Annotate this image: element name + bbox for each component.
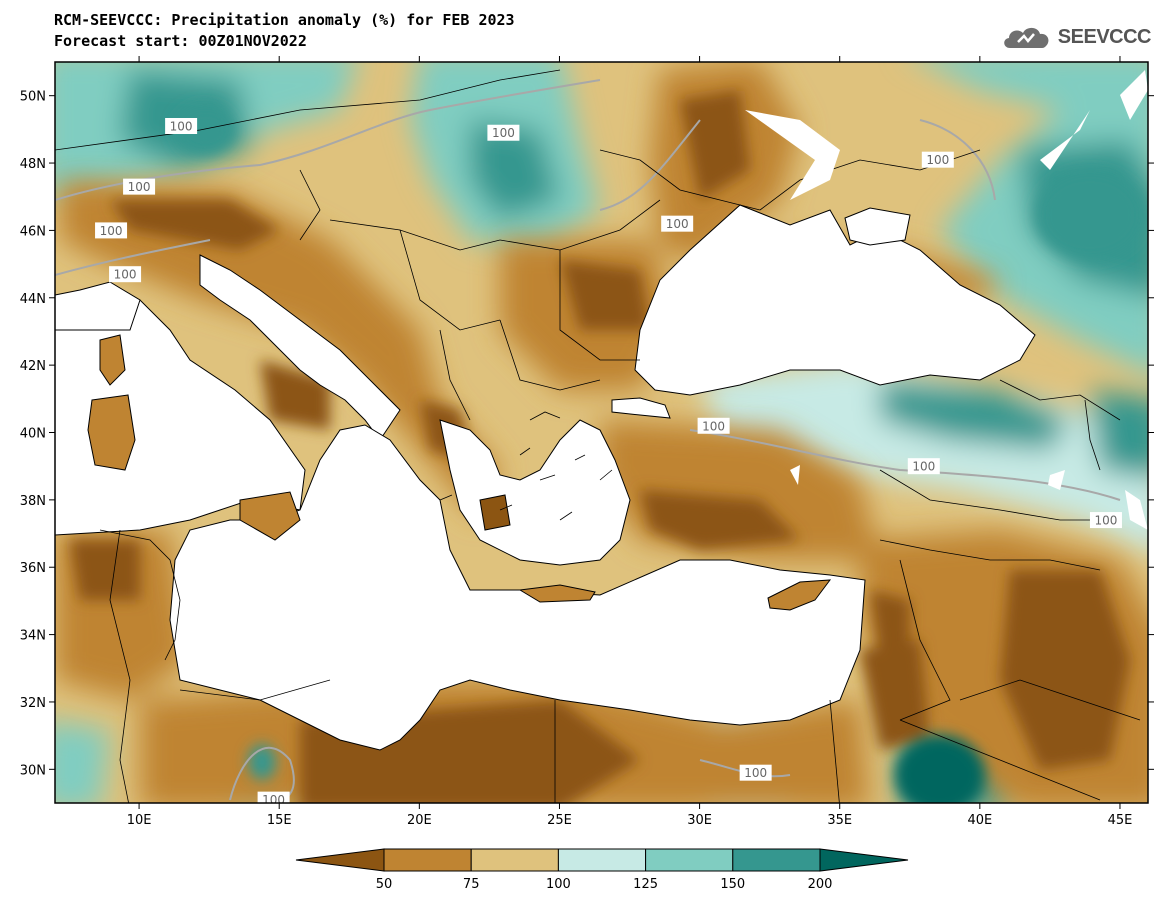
contour-label: 100 (702, 419, 725, 433)
x-tick-label: 35E (827, 813, 852, 828)
colorbar-label: 125 (633, 877, 658, 892)
contour-label-bg (487, 124, 520, 141)
black-sea (634, 204, 1036, 396)
colorbar-min-arrow (295, 848, 385, 872)
colorbar-swatch (732, 848, 821, 872)
contour-label: 100 (100, 224, 123, 238)
sicily (239, 491, 301, 541)
anomaly-field: 100 100 100 100 100 100 100 100 100 100 100 100 (55, 62, 1148, 807)
contour-label-bg (257, 791, 290, 803)
contour-label: 100 (912, 460, 935, 474)
axis-ticks: 10E 15E 20E 25E 30E 35E 40E 45E 50N 48N 46N 44N 42N 4… (20, 56, 1154, 828)
y-tick-label: 42N (20, 359, 46, 374)
contour-label-bg (661, 215, 694, 232)
contour-label: 100 (170, 119, 193, 133)
strong-wet-anomaly-areas (175, 105, 1145, 803)
x-tick-label: 20E (407, 813, 432, 828)
corsica (99, 334, 126, 386)
logo-text: SEEVCCC (1057, 25, 1152, 48)
x-tick-label: 15E (267, 813, 292, 828)
y-tick-label: 34N (20, 629, 46, 644)
sea-of-azov (844, 207, 911, 246)
contour-label: 100 (262, 793, 285, 807)
x-tick-label: 25E (547, 813, 572, 828)
y-tick-label: 30N (20, 763, 46, 778)
coast-details (99, 411, 613, 661)
ligurian-sea (55, 281, 141, 331)
seevccc-logo: SEEVCCC (1000, 22, 1152, 52)
contour-label-bg (1089, 512, 1122, 529)
y-tick-label: 44N (20, 292, 46, 307)
contour-label: 100 (744, 766, 767, 780)
contour-label-bg (921, 151, 954, 168)
contour-labels: 100 100 100 100 100 100 100 100 100 100 100 100 (95, 117, 1122, 807)
contour-label: 100 (1095, 514, 1118, 528)
x-tick-label: 30E (687, 813, 712, 828)
contour-label: 100 (114, 268, 137, 282)
mediterranean-sea (169, 424, 866, 751)
colorbar-label: 150 (720, 877, 745, 892)
contour-label-bg (109, 266, 142, 283)
sea-of-marmara (611, 397, 671, 419)
x-tick-label: 10E (127, 813, 152, 828)
y-tick-label: 32N (20, 696, 46, 711)
colorbar-label: 50 (376, 877, 393, 892)
colorbar-swatch (470, 848, 559, 872)
contour-label-bg (123, 178, 156, 195)
y-tick-label: 48N (20, 157, 46, 172)
adriatic-sea (199, 254, 401, 441)
colorbar-swatch (557, 848, 647, 872)
colorbar-swatch (645, 848, 734, 872)
map-title-block: RCM-SEEVCCC: Precipitation anomaly (%) f… (54, 10, 515, 52)
contour-label-bg (95, 222, 128, 239)
y-tick-label: 38N (20, 494, 46, 509)
y-tick-label: 46N (20, 224, 46, 239)
colorbar-label: 100 (546, 877, 571, 892)
sardinia (87, 394, 136, 471)
peloponnese (479, 494, 511, 531)
contour-label-bg (739, 764, 772, 781)
x-tick-label: 45E (1108, 813, 1133, 828)
y-tick-label: 50N (20, 90, 46, 105)
islands (87, 334, 832, 611)
y-tick-label: 40N (20, 427, 46, 442)
forecast-start-label: Forecast start: 00Z01NOV2022 (54, 32, 307, 50)
map-title: RCM-SEEVCCC: Precipitation anomaly (%) f… (54, 11, 515, 29)
contour-label-bg (165, 117, 198, 134)
colorbar-swatch (383, 848, 472, 872)
country-borders (55, 69, 1141, 803)
y-tick-label: 36N (20, 561, 46, 576)
x-tick-label: 40E (967, 813, 992, 828)
white-polygons (745, 70, 1148, 530)
colorbar-max-arrow (819, 848, 909, 872)
cloud-icon (1004, 27, 1049, 48)
colorbar-label: 75 (463, 877, 480, 892)
contour-label: 100 (666, 217, 689, 231)
cyprus (767, 579, 832, 611)
contour-label: 100 (128, 180, 151, 194)
colorbar: 50 75 100 125 150 200 (295, 848, 909, 892)
crete (518, 584, 596, 603)
colorbar-label: 200 (808, 877, 833, 892)
contour-label: 100 (492, 126, 515, 140)
contour-label-bg (907, 458, 940, 475)
contour-label-bg (697, 417, 730, 434)
contour-label: 100 (926, 153, 949, 167)
